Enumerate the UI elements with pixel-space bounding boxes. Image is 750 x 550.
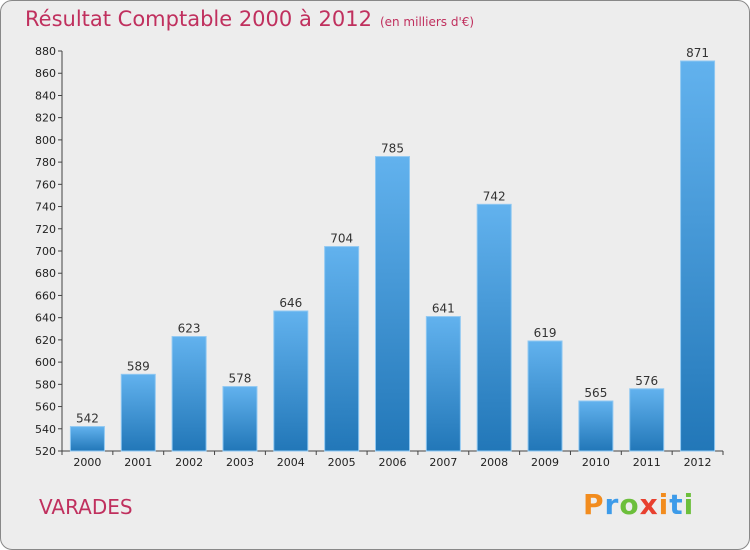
x-tick-label: 2012 xyxy=(684,456,712,469)
chart-subtitle: (en milliers d'€) xyxy=(379,15,475,29)
y-tick-label: 880 xyxy=(35,45,56,58)
bar xyxy=(324,246,360,452)
bar xyxy=(120,373,156,452)
x-tick-label: 2009 xyxy=(531,456,559,469)
y-tick-label: 680 xyxy=(35,267,56,280)
y-tick-label: 860 xyxy=(35,67,56,80)
y-tick-label: 560 xyxy=(35,401,56,414)
bar xyxy=(578,400,614,452)
y-tick-label: 600 xyxy=(35,356,56,369)
bar-value-label: 641 xyxy=(432,302,455,316)
bar-value-label: 589 xyxy=(127,359,150,373)
y-tick-label: 780 xyxy=(35,156,56,169)
chart-title-text: Résultat Comptable 2000 à 2012 xyxy=(25,7,372,31)
x-tick-label: 2008 xyxy=(480,456,508,469)
bar-value-label: 565 xyxy=(584,386,607,400)
bar xyxy=(476,203,512,452)
x-tick-label: 2001 xyxy=(124,456,152,469)
x-tick-label: 2006 xyxy=(379,456,407,469)
y-tick-label: 620 xyxy=(35,334,56,347)
bar-value-label: 619 xyxy=(534,326,557,340)
y-tick-label: 540 xyxy=(35,423,56,436)
bar xyxy=(375,156,410,452)
y-tick-label: 640 xyxy=(35,312,56,325)
x-tick-label: 2007 xyxy=(429,456,457,469)
x-tick-label: 2002 xyxy=(175,456,203,469)
bar-value-label: 578 xyxy=(229,372,252,386)
y-tick-label: 520 xyxy=(35,445,56,458)
bar xyxy=(69,426,105,452)
x-tick-label: 2005 xyxy=(328,456,356,469)
y-tick-label: 820 xyxy=(35,112,56,125)
y-tick-label: 580 xyxy=(35,378,56,391)
bar-value-label: 646 xyxy=(279,296,302,310)
bar xyxy=(222,386,258,452)
bar xyxy=(680,60,716,452)
bar-value-label: 704 xyxy=(330,232,353,246)
chart-title: Résultat Comptable 2000 à 2012 (en millie… xyxy=(25,7,474,31)
proxiti-logo: Proxiti xyxy=(583,488,695,521)
y-tick-label: 740 xyxy=(35,201,56,214)
y-tick-label: 800 xyxy=(35,134,56,147)
y-tick-label: 700 xyxy=(35,245,56,258)
x-tick-label: 2000 xyxy=(73,456,101,469)
bar-value-label: 576 xyxy=(635,374,658,388)
place-name: VARADES xyxy=(39,495,133,519)
bar-value-label: 871 xyxy=(686,46,709,60)
y-tick-label: 760 xyxy=(35,178,56,191)
bar xyxy=(629,388,665,452)
x-tick-label: 2011 xyxy=(633,456,661,469)
bar-value-label: 542 xyxy=(76,412,99,426)
bar-value-label: 742 xyxy=(483,189,506,203)
x-tick-label: 2003 xyxy=(226,456,254,469)
bar xyxy=(273,310,309,452)
bar xyxy=(527,340,563,452)
bar-value-label: 623 xyxy=(178,322,201,336)
x-tick-label: 2010 xyxy=(582,456,610,469)
x-tick-label: 2004 xyxy=(277,456,305,469)
bar xyxy=(171,336,207,452)
bar xyxy=(425,316,461,452)
y-tick-label: 660 xyxy=(35,289,56,302)
bar-value-label: 785 xyxy=(381,142,404,156)
y-tick-label: 840 xyxy=(35,89,56,102)
y-tick-label: 720 xyxy=(35,223,56,236)
